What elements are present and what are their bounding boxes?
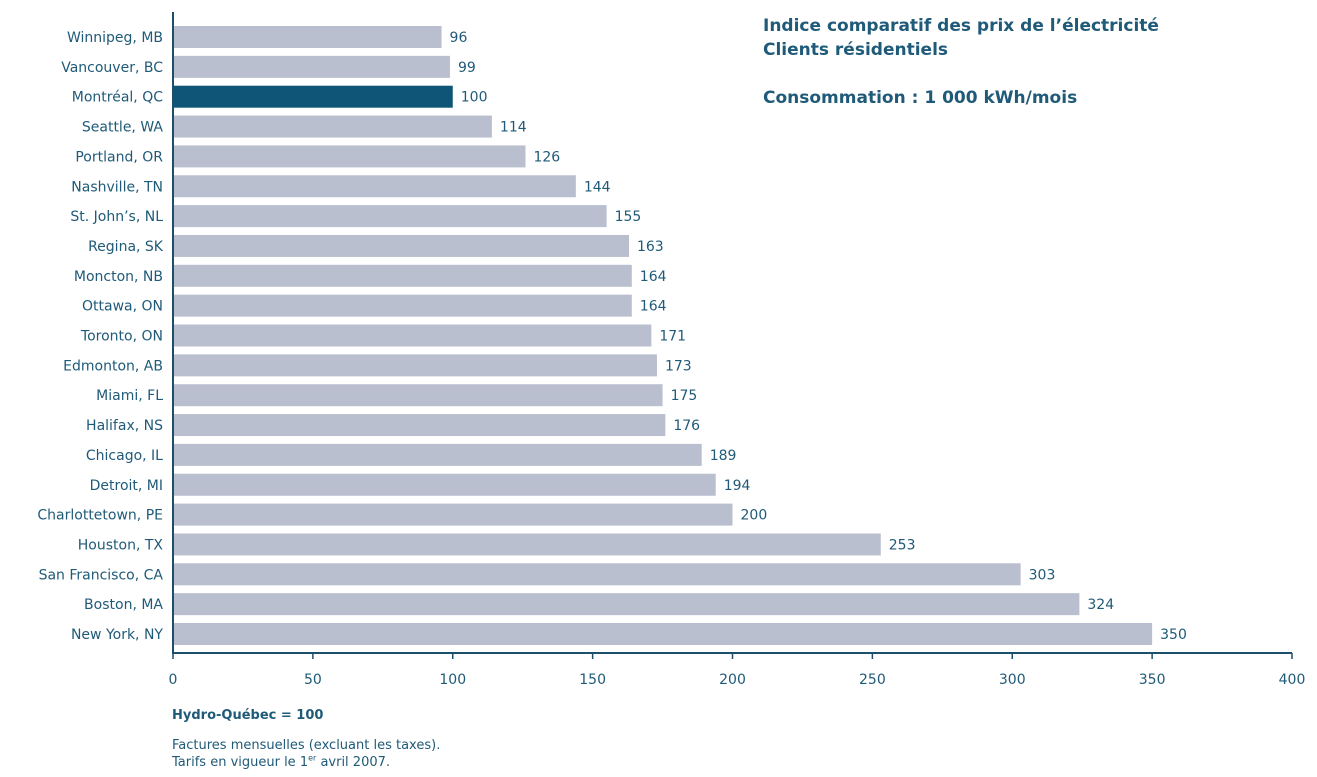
x-tick-label: 150 — [579, 672, 606, 688]
data-label: 99 — [458, 60, 476, 76]
chart-subtitle: Clients résidentiels — [763, 40, 949, 60]
bar — [173, 503, 733, 526]
x-tick-label: 50 — [304, 672, 322, 688]
bar — [173, 175, 576, 198]
category-label: Houston, TX — [78, 537, 164, 553]
data-label: 194 — [724, 478, 751, 494]
category-label: Charlottetown, PE — [37, 508, 163, 524]
category-label: Nashville, TN — [71, 179, 163, 195]
category-label: Halifax, NS — [86, 418, 163, 434]
bar — [173, 593, 1080, 616]
data-label: 126 — [533, 149, 560, 165]
data-label: 324 — [1087, 597, 1114, 613]
bar — [173, 414, 666, 437]
data-label: 253 — [889, 537, 916, 553]
x-tick-label: 0 — [169, 672, 178, 688]
rates-date-suffix: avril 2007. — [316, 755, 391, 770]
bar — [173, 55, 450, 78]
bar — [173, 384, 663, 407]
category-label: San Francisco, CA — [39, 567, 164, 583]
data-label: 155 — [615, 209, 642, 225]
category-label: Boston, MA — [84, 597, 163, 613]
bar — [173, 264, 632, 287]
data-label: 200 — [741, 508, 768, 524]
x-tick-label: 400 — [1279, 672, 1306, 688]
bar — [173, 115, 492, 138]
bar — [173, 473, 716, 496]
bar — [173, 354, 657, 377]
category-label: Portland, OR — [75, 149, 163, 165]
x-tick-label: 200 — [719, 672, 746, 688]
bar — [173, 563, 1021, 586]
category-label: Vancouver, BC — [61, 60, 163, 76]
category-label: St. John’s, NL — [70, 209, 163, 225]
index-note: Hydro-Québec = 100 — [172, 708, 324, 723]
data-label: 171 — [659, 329, 686, 345]
bar — [173, 533, 881, 556]
category-label: Regina, SK — [88, 239, 164, 255]
category-label: Toronto, ON — [80, 329, 163, 345]
bar — [173, 324, 652, 347]
chart-title-block: Indice comparatif des prix de l’électric… — [763, 14, 1159, 110]
data-label: 100 — [461, 90, 488, 106]
data-label: 189 — [710, 448, 737, 464]
bar — [173, 234, 629, 257]
category-label: Winnipeg, MB — [67, 30, 163, 46]
bar — [173, 145, 526, 168]
category-label: Montréal, QC — [72, 90, 163, 106]
category-label: Ottawa, ON — [82, 299, 163, 315]
data-label: 350 — [1160, 627, 1187, 643]
bar — [173, 85, 453, 108]
x-tick-label: 350 — [1139, 672, 1166, 688]
x-tick-label: 300 — [999, 672, 1026, 688]
data-label: 163 — [637, 239, 664, 255]
data-label: 164 — [640, 269, 667, 285]
consumption-label: Consommation : 1 000 kWh/mois — [763, 88, 1078, 108]
category-label: Detroit, MI — [90, 478, 163, 494]
bar — [173, 623, 1153, 645]
rates-date-note: Tarifs en vigueur le 1er avril 2007. — [172, 753, 391, 770]
data-label: 173 — [665, 358, 692, 374]
data-label: 176 — [673, 418, 700, 434]
data-label: 164 — [640, 299, 667, 315]
data-label: 175 — [671, 388, 698, 404]
category-label: Seattle, WA — [82, 120, 164, 136]
rates-date-prefix: Tarifs en vigueur le 1 — [172, 755, 309, 770]
rates-date-superscript: er — [308, 753, 317, 763]
bar — [173, 443, 702, 466]
data-label: 144 — [584, 179, 611, 195]
bar — [173, 26, 442, 48]
category-label: Moncton, NB — [74, 269, 163, 285]
category-label: Edmonton, AB — [63, 358, 163, 374]
data-label: 303 — [1029, 567, 1056, 583]
bar — [173, 294, 632, 317]
category-label: New York, NY — [71, 627, 163, 643]
x-tick-label: 100 — [439, 672, 466, 688]
x-tick-label: 250 — [859, 672, 886, 688]
bar — [173, 205, 607, 228]
data-label: 114 — [500, 120, 527, 136]
data-label: 96 — [450, 30, 468, 46]
billing-note: Factures mensuelles (excluant les taxes)… — [172, 738, 441, 753]
chart-title: Indice comparatif des prix de l’électric… — [763, 16, 1159, 36]
category-label: Miami, FL — [96, 388, 163, 404]
category-label: Chicago, IL — [86, 448, 163, 464]
